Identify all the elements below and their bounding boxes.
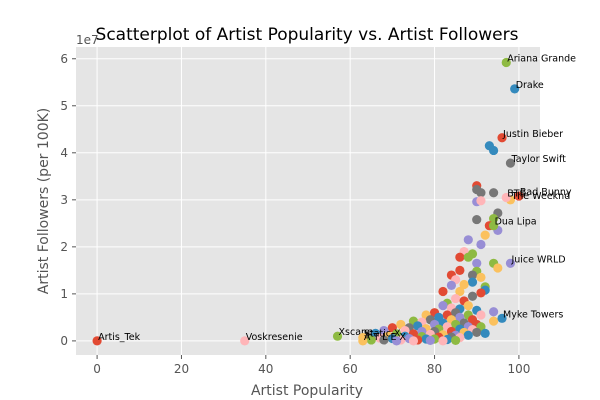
data-point <box>463 330 473 340</box>
y-offset-label: 1e7 <box>76 33 99 47</box>
y-tick-label: 2 <box>60 240 68 254</box>
labeled-data-point <box>92 336 102 346</box>
data-point <box>476 272 486 283</box>
x-tick-label: 40 <box>258 362 273 376</box>
data-point <box>438 301 448 311</box>
data-point <box>493 263 503 273</box>
y-tick-label: 3 <box>60 193 68 207</box>
point-annotation: Voskresenie <box>246 332 303 343</box>
x-tick-label: 100 <box>507 362 530 376</box>
data-point <box>489 145 499 156</box>
data-point <box>463 252 473 262</box>
point-annotation: Ariana Grande <box>507 54 576 65</box>
data-point <box>467 291 478 301</box>
data-point <box>472 214 482 225</box>
labeled-data-point <box>497 313 507 323</box>
labeled-points: Ariana Grande Drake Justin Bieber Taylor Sw… <box>92 54 576 346</box>
data-points <box>362 141 503 346</box>
labeled-data-point <box>510 84 520 94</box>
chart-title: Scatterplot of Artist Popularity vs. Art… <box>96 25 519 45</box>
data-point <box>455 265 465 275</box>
data-point <box>467 270 478 280</box>
x-tick-label: 80 <box>427 362 442 376</box>
point-annotation: BTS <box>507 188 525 199</box>
data-point <box>463 235 473 245</box>
labeled-data-point <box>505 158 516 168</box>
data-point <box>455 252 465 262</box>
y-tick-label: 6 <box>60 52 68 66</box>
data-point <box>438 286 448 297</box>
data-point <box>451 335 461 346</box>
point-annotation: Juice WRLD <box>510 254 565 265</box>
labeled-data-point <box>489 221 499 231</box>
gridlines <box>76 47 540 355</box>
labeled-data-point <box>501 192 511 203</box>
data-point <box>425 335 435 346</box>
data-point <box>463 301 473 311</box>
labeled-data-point <box>358 336 368 346</box>
point-annotation: Justin Bieber <box>502 129 563 140</box>
data-point <box>455 286 465 297</box>
data-point <box>446 280 457 291</box>
labeled-data-point <box>332 331 343 341</box>
data-point <box>480 230 490 240</box>
point-annotation: A T L E X <box>364 332 407 343</box>
data-point <box>476 310 486 320</box>
labeled-data-point <box>501 57 511 68</box>
y-tick-label: 4 <box>60 146 68 160</box>
y-tick-label: 0 <box>60 334 68 348</box>
x-axis-ticks: 0 20 40 60 80 100 <box>93 355 530 376</box>
point-annotation: The Weeknd <box>510 191 570 202</box>
data-point <box>489 307 499 317</box>
data-point <box>480 328 490 338</box>
data-point <box>476 288 486 298</box>
point-annotation: Xscape <box>339 327 374 338</box>
data-point <box>391 336 402 346</box>
data-point <box>489 188 499 198</box>
y-tick-label: 1 <box>60 287 68 301</box>
data-point <box>451 293 461 304</box>
data-point <box>467 277 478 287</box>
point-annotation: Dua Lipa <box>495 217 537 228</box>
data-point <box>438 336 448 346</box>
point-annotation: Bad Bunny <box>520 187 572 198</box>
y-axis-ticks: 0 1 2 3 4 5 6 <box>60 52 76 348</box>
data-point <box>459 279 469 290</box>
labeled-data-point <box>240 336 250 346</box>
point-annotation: Drake <box>516 80 544 91</box>
x-axis-label: Artist Popularity <box>251 383 363 399</box>
x-tick-label: 20 <box>174 362 189 376</box>
data-point <box>472 327 482 338</box>
data-point <box>408 336 419 346</box>
data-point <box>489 316 499 326</box>
y-axis-label: Artist Followers (per 100K) <box>36 108 52 295</box>
point-annotation: Artis_Tek <box>98 332 141 343</box>
point-annotation: Taylor Swift <box>510 154 566 165</box>
y-tick-label: 5 <box>60 99 68 113</box>
data-point <box>472 258 482 268</box>
x-tick-label: 60 <box>343 362 358 376</box>
data-point <box>379 335 389 345</box>
point-annotation: Static-X <box>364 329 401 340</box>
data-point <box>476 239 486 250</box>
labeled-data-point <box>505 258 516 268</box>
data-point <box>476 196 486 206</box>
point-annotation: Myke Towers <box>503 309 563 320</box>
labeled-data-point <box>514 191 524 201</box>
data-point <box>366 335 376 345</box>
labeled-data-point <box>497 133 507 143</box>
data-point <box>476 188 486 198</box>
data-point <box>489 214 499 224</box>
x-tick-label: 0 <box>93 362 101 376</box>
